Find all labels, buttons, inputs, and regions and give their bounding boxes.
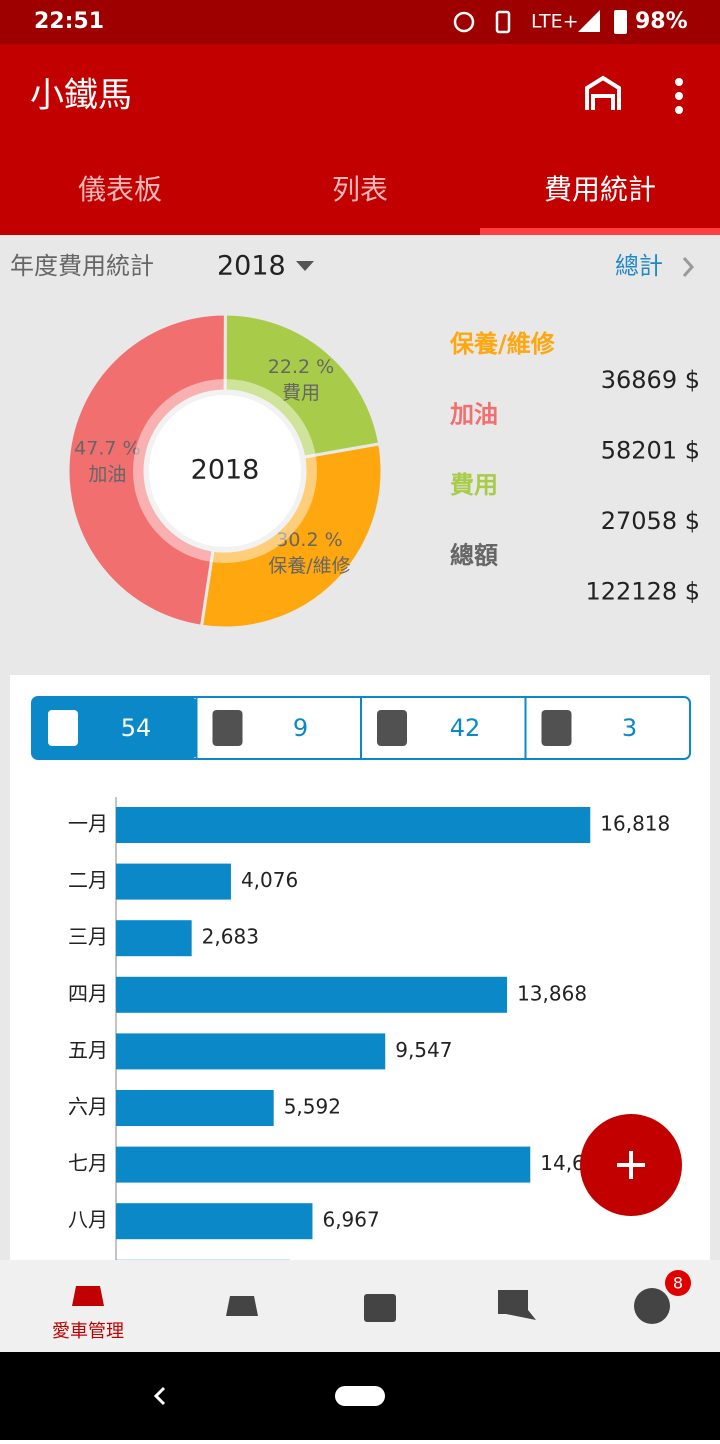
bottom-nav — [0, 1260, 720, 1352]
section-label: 年度費用統計 — [10, 252, 154, 280]
tab[interactable]: 列表 — [332, 173, 388, 206]
filter-icon — [541, 710, 572, 746]
legend-amount: 36869 $ — [601, 366, 700, 394]
filter-icon — [212, 710, 243, 746]
nav-shop-icon[interactable] — [364, 1294, 396, 1322]
legend-name: 保養/維修 — [449, 330, 556, 358]
network: LTE+ — [531, 11, 579, 33]
app-title: 小鐵馬 — [30, 76, 132, 116]
signal-icon — [578, 10, 600, 32]
legend-amount: 122128 $ — [585, 578, 700, 606]
legend-name: 費用 — [450, 471, 498, 499]
value-label: 2,683 — [202, 925, 259, 949]
legend-amount: 58201 $ — [601, 437, 700, 465]
plus-icon — [617, 1151, 645, 1179]
y-tick-label: 六月 — [68, 1095, 108, 1119]
garage-icon[interactable] — [585, 75, 621, 110]
clock: 22:51 — [34, 9, 104, 34]
y-tick-label: 五月 — [68, 1038, 108, 1062]
nav-car-settings-icon[interactable] — [226, 1296, 258, 1316]
pie-slice — [66, 312, 227, 628]
bar — [116, 1090, 274, 1126]
filter-count[interactable]: 42 — [450, 714, 481, 742]
bar — [116, 807, 591, 843]
bar — [116, 1203, 313, 1240]
legend-name: 總額 — [450, 542, 498, 570]
filter-icon — [377, 710, 407, 746]
filter-tabs: 54 9 42 3 — [31, 696, 691, 760]
bar — [116, 1146, 531, 1183]
legend-amount: 27058 $ — [601, 507, 700, 535]
legend-name: 加油 — [450, 401, 498, 429]
slice-label: 加油 — [88, 463, 126, 485]
donut-chart: 30.2 % 保養/維修 47.7 % 加油 22.2 % 費用 2018 — [66, 312, 384, 630]
slice-value: 22.2 % — [268, 356, 334, 378]
value-label: 6,967 — [322, 1208, 379, 1232]
value-label: 13,868 — [517, 981, 587, 1005]
slice-value: 30.2 % — [276, 529, 342, 551]
home-button[interactable] — [335, 1386, 385, 1406]
bar — [116, 1033, 386, 1070]
battery: 98% — [635, 9, 688, 34]
alarm-icon — [453, 11, 475, 33]
nav-chat-icon[interactable] — [498, 1290, 536, 1320]
bar — [116, 920, 192, 957]
chevron — [682, 257, 695, 277]
value-label: 9,547 — [395, 1038, 452, 1062]
y-tick-label: 八月 — [68, 1208, 108, 1232]
slice-label: 費用 — [282, 382, 320, 404]
bar — [116, 863, 231, 900]
y-tick-label: 二月 — [68, 868, 108, 892]
status-bar — [0, 0, 720, 44]
filter-icon — [48, 710, 78, 746]
battery-icon — [614, 10, 627, 34]
total-link[interactable]: 總計 — [615, 252, 663, 280]
donut-hole — [149, 395, 301, 547]
donut-center: 2018 — [191, 455, 260, 486]
nav-label[interactable]: 愛車管理 — [52, 1321, 124, 1342]
pie-slice — [223, 312, 382, 459]
year-select[interactable]: 2018 — [217, 251, 286, 282]
bar — [116, 976, 508, 1013]
tab-active[interactable]: 費用統計 — [544, 173, 656, 206]
y-tick-label: 一月 — [68, 812, 108, 836]
dropdown-arrow[interactable] — [296, 261, 314, 271]
pie-slice — [199, 441, 384, 630]
slice-label: 保養/維修 — [268, 555, 350, 577]
tab-indicator — [480, 228, 720, 235]
tab[interactable]: 儀表板 — [78, 173, 162, 206]
y-tick-label: 四月 — [68, 981, 108, 1005]
value-label: 16,818 — [600, 812, 670, 836]
filter-count[interactable]: 9 — [293, 714, 308, 742]
more-menu[interactable] — [675, 78, 683, 114]
badge-count: 8 — [673, 1274, 683, 1293]
value-label: 4,076 — [241, 868, 298, 892]
vibrate-icon — [495, 10, 511, 34]
y-tick-label: 三月 — [68, 925, 108, 949]
back-button[interactable] — [153, 1386, 166, 1406]
filter-count[interactable]: 54 — [121, 714, 152, 742]
filter-count[interactable]: 3 — [622, 714, 637, 742]
app-bar — [0, 44, 720, 235]
slice-value: 47.7 % — [74, 437, 140, 459]
legend: 保養/維修 36869 $ 加油 58201 $ 費用 27058 $ 總額 122128 $ — [449, 330, 700, 606]
y-tick-label: 七月 — [68, 1151, 108, 1175]
nav-car-icon[interactable] — [72, 1286, 104, 1306]
nav-profile-icon[interactable] — [634, 1288, 670, 1324]
badge — [665, 1270, 691, 1296]
value-label: 5,592 — [284, 1095, 341, 1119]
